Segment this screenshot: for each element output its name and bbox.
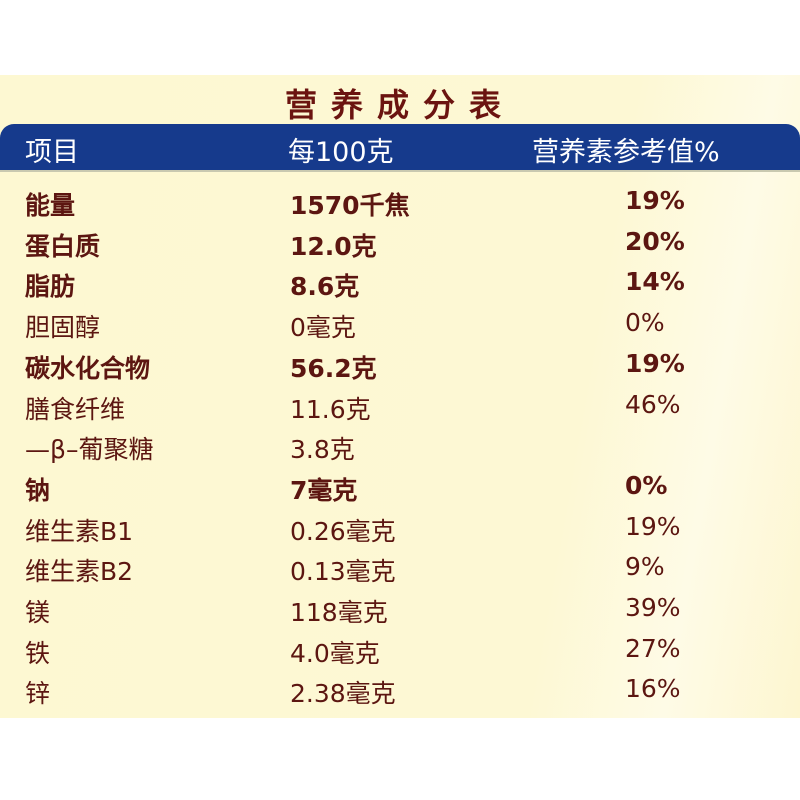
table-row: 胆固醇 0毫克 0% <box>0 308 800 348</box>
table-row: 锌 2.38毫克 16% <box>0 674 800 714</box>
cell-nrv: 46% <box>625 389 681 419</box>
cell-name: 脂肪 <box>25 272 76 302</box>
cell-name: 锌 <box>25 679 51 709</box>
header-item: 项目 <box>25 137 79 168</box>
table-header: 项目 每100克 营养素参考值% <box>0 124 800 172</box>
cell-amount: 7毫克 <box>290 475 358 505</box>
nutrition-panel <box>0 75 800 718</box>
cell-name: —β–葡聚糖 <box>25 435 154 465</box>
cell-nrv: 20% <box>625 226 685 256</box>
table-row: 镁 118毫克 39% <box>0 593 800 633</box>
cell-name: 铁 <box>25 638 51 668</box>
cell-amount: 11.6克 <box>290 394 371 424</box>
cell-amount: 3.8克 <box>290 435 355 465</box>
cell-amount: 0.13毫克 <box>290 557 396 587</box>
cell-nrv: 19% <box>625 348 685 378</box>
cell-amount: 118毫克 <box>290 598 388 627</box>
cell-name: 膳食纤维 <box>25 394 126 424</box>
table-row: 能量 1570千焦 19% <box>0 186 800 226</box>
cell-amount: 1570千焦 <box>290 191 410 220</box>
table-row: —β–葡聚糖 3.8克 <box>0 430 800 470</box>
cell-name: 维生素B2 <box>25 557 134 587</box>
cell-nrv: 19% <box>625 186 685 215</box>
cell-amount: 0毫克 <box>290 313 356 343</box>
cell-name: 胆固醇 <box>25 313 101 343</box>
cell-name: 能量 <box>25 191 76 220</box>
cell-nrv: 19% <box>625 511 681 541</box>
cell-name: 钠 <box>25 475 51 505</box>
cell-nrv: 0% <box>625 470 668 500</box>
table-row: 维生素B2 0.13毫克 9% <box>0 552 800 592</box>
table-title: 营养成分表 <box>284 86 515 124</box>
cell-amount: 8.6克 <box>290 272 360 302</box>
cell-amount: 0.26毫克 <box>290 516 396 546</box>
cell-amount: 56.2克 <box>290 353 377 383</box>
cell-name: 镁 <box>25 598 51 627</box>
table-row: 维生素B1 0.26毫克 19% <box>0 512 800 552</box>
cell-nrv: 39% <box>625 593 681 622</box>
table-row: 碳水化合物 56.2克 19% <box>0 349 800 389</box>
cell-amount: 12.0克 <box>290 231 377 261</box>
cell-nrv: 16% <box>625 674 681 704</box>
table-row: 脂肪 8.6克 14% <box>0 267 800 307</box>
cell-name: 维生素B1 <box>25 516 134 546</box>
cell-amount: 2.38毫克 <box>290 679 396 709</box>
header-nrv: 营养素参考值% <box>532 137 720 168</box>
header-per100g: 每100克 <box>288 137 394 168</box>
cell-name: 碳水化合物 <box>25 353 151 383</box>
cell-amount: 4.0毫克 <box>290 638 380 668</box>
table-row: 膳食纤维 11.6克 46% <box>0 390 800 430</box>
table-row: 蛋白质 12.0克 20% <box>0 227 800 267</box>
cell-nrv: 14% <box>625 267 685 297</box>
table-row: 铁 4.0毫克 27% <box>0 634 800 674</box>
cell-nrv: 0% <box>625 308 665 338</box>
table-row: 钠 7毫克 0% <box>0 471 800 511</box>
cell-name: 蛋白质 <box>25 231 101 261</box>
cell-nrv: 9% <box>625 552 665 582</box>
cell-nrv: 27% <box>625 633 681 663</box>
